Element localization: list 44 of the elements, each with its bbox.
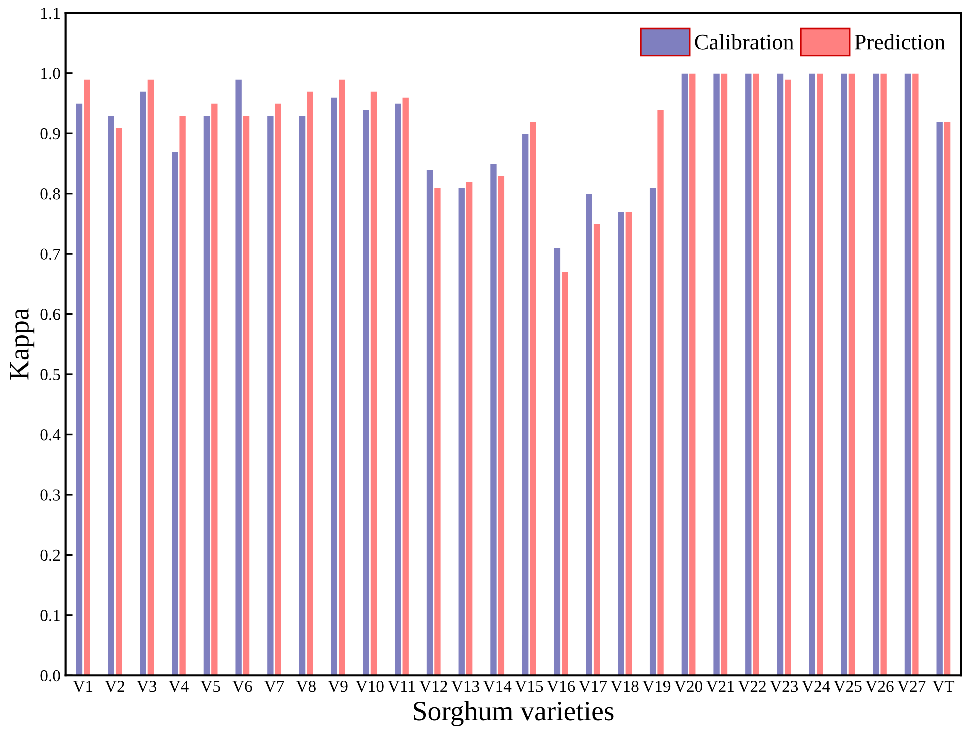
x-axis-title: Sorghum varieties bbox=[414, 701, 614, 726]
y-tick-label: 0.6 bbox=[40, 308, 60, 320]
x-tick-label: VT bbox=[932, 681, 955, 692]
x-tick-label: V23 bbox=[770, 681, 798, 692]
y-tick-label: 0.3 bbox=[40, 490, 60, 501]
x-tick-label: V11 bbox=[388, 681, 416, 692]
x-tick-label: V9 bbox=[328, 681, 348, 692]
x-tick-label: V21 bbox=[706, 681, 734, 692]
x-tick-label: V24 bbox=[802, 681, 830, 692]
x-tick-label: V2 bbox=[105, 681, 124, 692]
y-tick-label: 0.1 bbox=[40, 610, 60, 622]
legend-label: Calibration bbox=[695, 34, 794, 50]
x-tick-label: V13 bbox=[452, 681, 480, 692]
y-tick-label: 0.0 bbox=[40, 670, 60, 682]
x-tick-label: V3 bbox=[137, 681, 157, 692]
x-tick-label: V12 bbox=[420, 681, 448, 692]
x-tick-label: V5 bbox=[200, 681, 220, 692]
x-tick-label: V17 bbox=[579, 681, 608, 692]
y-tick-label: 1.0 bbox=[42, 68, 60, 80]
x-tick-label: V22 bbox=[738, 681, 766, 692]
x-tick-label: V18 bbox=[610, 680, 639, 692]
y-tick-label: 0.4 bbox=[40, 429, 61, 441]
x-tick-label: V14 bbox=[483, 681, 512, 692]
x-tick-label: V1 bbox=[73, 681, 93, 692]
y-tick-label: 0.9 bbox=[40, 128, 60, 140]
x-tick-label: V19 bbox=[642, 681, 671, 692]
legend-label: Prediction bbox=[854, 34, 946, 50]
x-tick-label: V25 bbox=[834, 681, 862, 692]
x-tick-label: V27 bbox=[898, 681, 926, 692]
x-tick-label: V16 bbox=[547, 681, 576, 692]
x-tick-label: V10 bbox=[356, 680, 384, 692]
y-tick-label: 0.2 bbox=[40, 550, 60, 562]
y-tick-label: 0.8 bbox=[40, 188, 60, 200]
x-tick-label: V20 bbox=[674, 680, 702, 692]
y-tick-label: 0.5 bbox=[40, 369, 60, 381]
x-tick-label: V8 bbox=[296, 680, 316, 692]
y-axis-title: Kappa bbox=[10, 308, 35, 380]
x-tick-label: V6 bbox=[232, 681, 252, 692]
y-tick-label: 0.7 bbox=[40, 248, 60, 260]
x-tick-label: V4 bbox=[168, 681, 189, 692]
y-tick-label: 1.1 bbox=[42, 8, 60, 20]
x-tick-label: V7 bbox=[264, 681, 284, 692]
x-tick-label: V15 bbox=[515, 681, 544, 692]
x-tick-label: V26 bbox=[866, 681, 894, 692]
